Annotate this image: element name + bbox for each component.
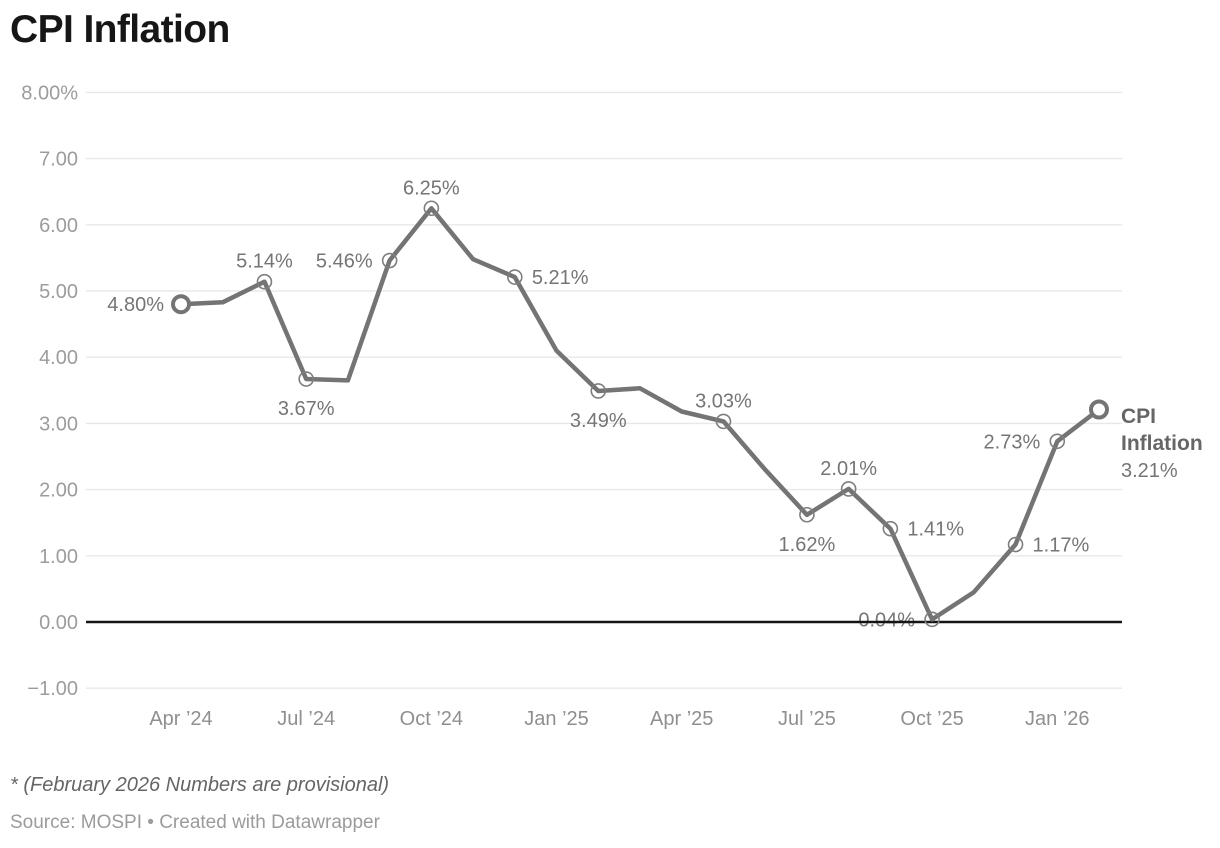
x-tick-label: Jan ’26 bbox=[1025, 708, 1090, 730]
value-label: 5.46% bbox=[316, 251, 373, 273]
data-point-marker bbox=[590, 383, 607, 399]
x-tick-label: Jan ’25 bbox=[524, 708, 589, 730]
y-tick-label: 7.00 bbox=[39, 149, 78, 171]
value-label: 6.25% bbox=[403, 177, 460, 199]
value-label: 5.21% bbox=[532, 267, 589, 289]
data-point-marker bbox=[840, 481, 857, 497]
y-tick-label: 2.00 bbox=[39, 480, 78, 502]
y-tick-label: 6.00 bbox=[39, 215, 78, 237]
data-point-marker bbox=[715, 413, 732, 430]
y-tick-label: 0.00 bbox=[39, 612, 78, 634]
value-label: 3.49% bbox=[570, 410, 627, 432]
data-point-marker bbox=[882, 520, 899, 537]
value-label: 0.04% bbox=[858, 609, 915, 631]
value-labels: 4.80% 5.14% 3.67% 5.46% 6.25% 5.21% 3.49% 3.03%… bbox=[107, 177, 1089, 631]
data-point-marker bbox=[1007, 536, 1024, 553]
data-point-marker bbox=[1049, 433, 1066, 450]
x-tick-label: Apr ’25 bbox=[650, 708, 713, 730]
legend-series-name: Inflation bbox=[1121, 432, 1203, 455]
data-point-markers bbox=[171, 200, 1109, 628]
y-tick-label: 4.00 bbox=[39, 347, 78, 369]
series-legend: CPI Inflation 3.21% bbox=[1121, 405, 1203, 482]
legend-series-value: 3.21% bbox=[1121, 460, 1178, 482]
data-point-marker bbox=[256, 273, 273, 290]
value-label: 1.41% bbox=[907, 519, 964, 541]
cpi-inflation-line bbox=[178, 206, 1102, 622]
y-tick-label: 8.00% bbox=[21, 82, 78, 104]
chart-footnote: * (February 2026 Numbers are provisional… bbox=[10, 774, 390, 796]
value-label: 1.17% bbox=[1033, 535, 1090, 557]
x-axis-labels: Apr ’24 Jul ’24 Oct ’24 Jan ’25 Apr ’25 Jul ’… bbox=[149, 708, 1089, 730]
x-tick-label: Apr ’24 bbox=[149, 708, 212, 730]
y-axis-labels: 8.00% 7.00 6.00 5.00 4.00 3.00 2.00 1.00 0.00 −1.… bbox=[21, 82, 78, 700]
x-tick-label: Oct ’24 bbox=[400, 708, 463, 730]
data-point-marker bbox=[423, 200, 440, 217]
value-label: 1.62% bbox=[779, 534, 836, 556]
endpoint-marker bbox=[1089, 399, 1109, 420]
data-point-marker bbox=[507, 269, 523, 285]
value-label: 5.14% bbox=[236, 251, 293, 273]
y-tick-label: 1.00 bbox=[39, 546, 78, 568]
data-point-marker bbox=[799, 506, 815, 523]
y-tick-label: 5.00 bbox=[39, 281, 78, 303]
endpoint-marker bbox=[171, 294, 191, 315]
legend-series-name: CPI bbox=[1121, 405, 1156, 428]
y-tick-label: −1.00 bbox=[27, 678, 78, 700]
page-title: CPI Inflation bbox=[10, 8, 230, 51]
data-point-marker bbox=[298, 371, 314, 387]
chart-source: Source: MOSPI • Created with Datawrapper bbox=[10, 812, 380, 833]
data-point-marker bbox=[924, 611, 940, 628]
y-tick-label: 3.00 bbox=[39, 413, 78, 435]
x-tick-label: Oct ’25 bbox=[900, 708, 963, 730]
x-tick-label: Jul ’25 bbox=[778, 708, 836, 730]
gridlines bbox=[86, 91, 1122, 689]
x-tick-label: Jul ’24 bbox=[277, 708, 335, 730]
value-label: 4.80% bbox=[107, 294, 164, 316]
data-point-marker bbox=[381, 252, 398, 269]
value-label: 3.03% bbox=[695, 390, 752, 412]
value-label: 2.73% bbox=[984, 431, 1041, 453]
value-label: 2.01% bbox=[820, 458, 877, 480]
value-label: 3.67% bbox=[278, 398, 335, 420]
